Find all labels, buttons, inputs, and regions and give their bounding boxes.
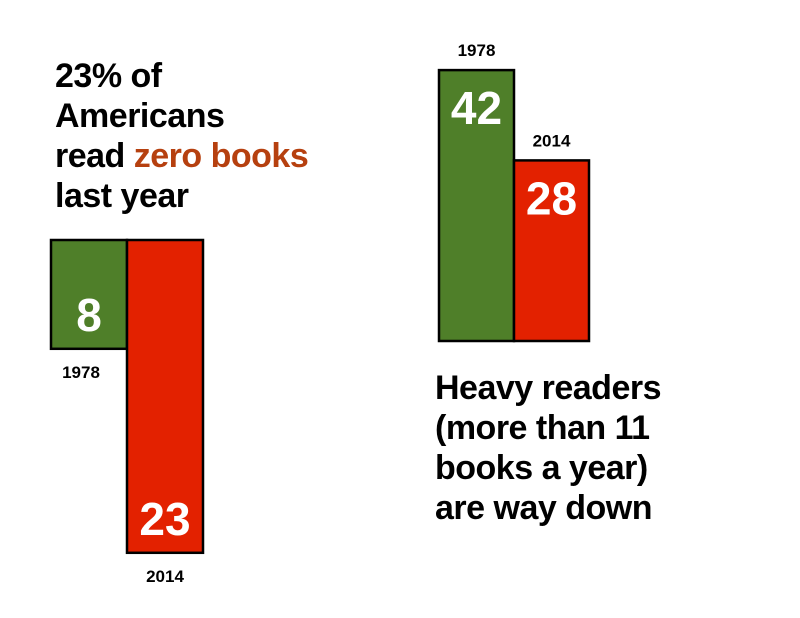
year-label-1978: 1978 <box>62 363 100 382</box>
zero-books-headline: 23% of Americans read zero books last ye… <box>55 56 309 216</box>
year-label-2014: 2014 <box>533 131 571 150</box>
bar-value-1978: 42 <box>451 82 502 134</box>
headline-line-3: books a year) <box>435 449 648 487</box>
zero-books-highlight: zero books <box>133 137 309 175</box>
headline-line-2: (more than 11 <box>435 409 650 447</box>
zero-books-chart: 8 1978 23 2014 <box>49 238 205 586</box>
headline-line-2: Americans <box>55 97 225 135</box>
bar-value-1978: 8 <box>76 289 102 341</box>
headline-line-3: read zero books <box>55 136 309 176</box>
headline-line-1: Heavy readers <box>435 369 662 407</box>
year-label-1978: 1978 <box>458 41 496 60</box>
bar-1978 <box>437 68 516 343</box>
headline-line-4: are way down <box>435 489 652 527</box>
headline-line-1: 23% of <box>55 57 162 95</box>
bar-2014 <box>512 159 591 343</box>
headline-line-4: last year <box>55 177 189 215</box>
bar-2014 <box>125 238 205 555</box>
heavy-readers-headline: Heavy readers (more than 11 books a year… <box>435 368 662 528</box>
bar-value-2014: 23 <box>139 493 190 545</box>
year-label-2014: 2014 <box>146 567 184 586</box>
headline-line-3-prefix: read <box>55 137 134 175</box>
bar-value-2014: 28 <box>526 172 577 224</box>
heavy-readers-chart: 42 1978 28 2014 <box>437 41 591 343</box>
